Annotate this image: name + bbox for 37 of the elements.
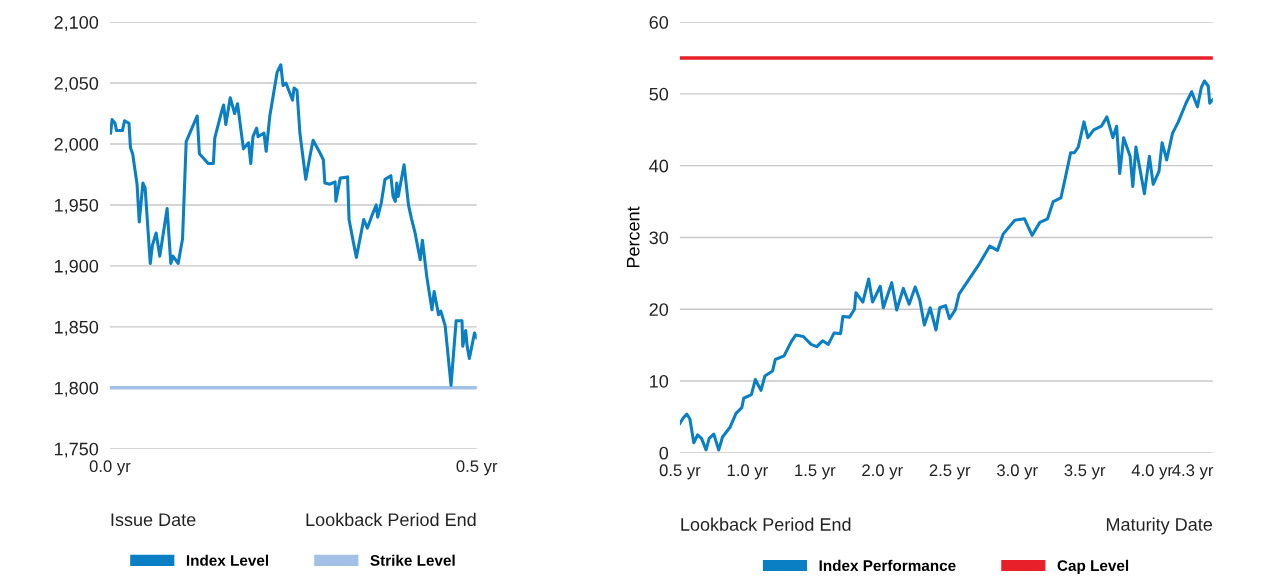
text: Maturity Date	[1106, 517, 1213, 535]
y-tick-label: 1,900	[55, 259, 99, 275]
x-tick-label: 4.3 yr	[1172, 464, 1214, 480]
x-tick-label: 3.0 yr	[996, 464, 1038, 480]
y-tick-label: 10	[650, 374, 669, 388]
y-tick-label: 1,750	[55, 442, 99, 458]
x-tick-label: 1.5 yr	[795, 464, 836, 480]
text: Lookback Period End	[681, 517, 851, 531]
y-tick-label: 1,850	[55, 320, 99, 336]
y-tick-label: 2,100	[54, 16, 99, 31]
y-tick-label: 2,050	[54, 76, 99, 92]
legend-label: Cap Level	[1057, 559, 1129, 575]
y-tick-label: 30	[649, 231, 669, 245]
y-tick-label: 50	[649, 87, 669, 101]
x-tick-label: 2.5 yr	[929, 464, 971, 480]
x-tick-label: 4.0 yr	[1131, 464, 1173, 480]
x-tick-label: 3.5 yr	[1064, 464, 1106, 480]
x-tick-label: 1.0 yr	[727, 464, 768, 480]
x-tick-label: 0.5 yr	[659, 464, 701, 480]
x-tick-label: 0.5 yr	[456, 460, 498, 476]
y-tick-label: 0	[659, 446, 669, 460]
text: Lookback Period End	[306, 512, 476, 527]
legend-label: Index Level	[186, 554, 269, 566]
line-series	[679, 79, 1213, 452]
text: Issue Date	[111, 513, 196, 527]
x-tick-label: 2.0 yr	[862, 464, 903, 480]
x-tick-label: 0.0 yr	[89, 460, 131, 476]
y-axis-title: Percent	[626, 206, 640, 268]
y-tick-label: 60	[649, 16, 669, 29]
y-tick-label: 1,800	[55, 381, 99, 397]
line-series	[109, 63, 477, 387]
y-tick-label: 1,950	[55, 198, 99, 214]
y-tick-label: 2,000	[54, 137, 99, 153]
legend-label: Strike Level	[370, 554, 455, 566]
legend-label: Index Performance	[819, 559, 956, 572]
y-tick-label: 40	[649, 159, 669, 173]
y-tick-label: 20	[649, 303, 669, 316]
